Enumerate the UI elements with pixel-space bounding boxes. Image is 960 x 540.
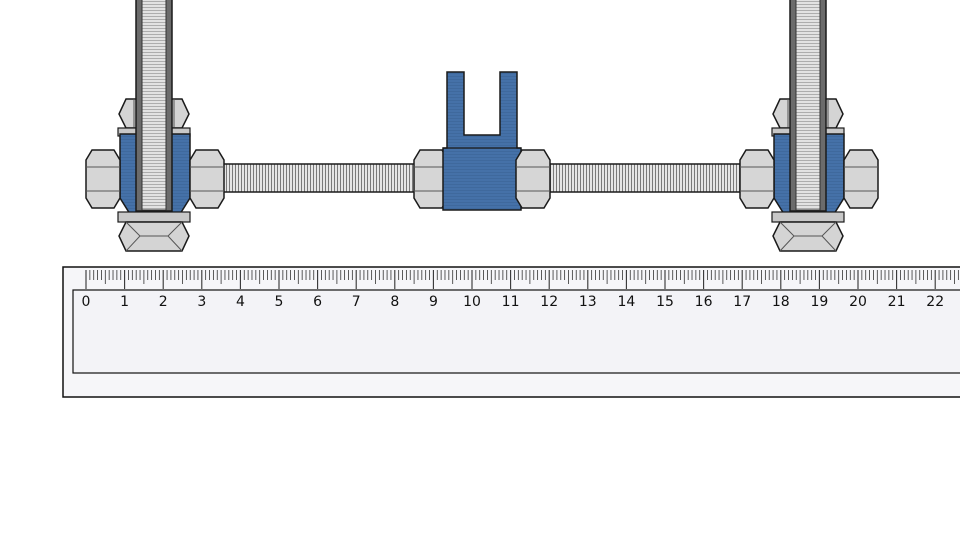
ruler-label: 6 [313,294,322,310]
ruler-label: 0 [82,294,91,310]
ruler-label: 20 [849,294,867,310]
left-washer-bottom [117,211,191,223]
ruler-label: 22 [926,294,944,310]
center-right-nut [515,149,551,209]
right-outer-nut [843,149,879,209]
ruler[interactable]: 0 1 2 3 4 5 6 7 8 9 10 11 12 13 14 15 16 17 18 19 20 21 22 [62,266,960,398]
ruler-label: 8 [390,294,399,310]
ruler-label: 21 [888,294,906,310]
right-washer-bottom [771,211,845,223]
right-bracket-assembly [739,0,879,252]
ruler-label: 4 [236,294,245,310]
ruler-labels: 0 1 2 3 4 5 6 7 8 9 10 11 12 13 14 15 16 17 18 19 20 21 22 [82,294,945,310]
ruler-label: 17 [733,294,751,310]
ruler-label: 7 [352,294,361,310]
center-clevis-block [442,71,522,211]
ruler-label: 1 [120,294,129,310]
right-inner-nut [739,149,775,209]
ruler-label: 13 [579,294,597,310]
ruler-label: 5 [275,294,284,310]
left-inner-nut [189,149,225,209]
ruler-ticks [85,270,959,289]
ruler-label: 15 [656,294,674,310]
ruler-label: 12 [540,294,558,310]
ruler-inner-panel [72,289,960,374]
ruler-label: 2 [159,294,168,310]
left-bottom-nut [118,221,190,252]
ruler-label: 3 [197,294,206,310]
ruler-label: 16 [695,294,713,310]
ruler-label: 18 [772,294,790,310]
center-bracket-assembly [413,71,551,211]
left-outer-nut [85,149,121,209]
ruler-label: 19 [810,294,828,310]
ruler-label: 10 [463,294,481,310]
ruler-label: 11 [502,294,520,310]
ruler-label: 9 [429,294,438,310]
ruler-label: 14 [617,294,635,310]
left-bracket-assembly [85,0,225,252]
right-bottom-nut [772,221,844,252]
